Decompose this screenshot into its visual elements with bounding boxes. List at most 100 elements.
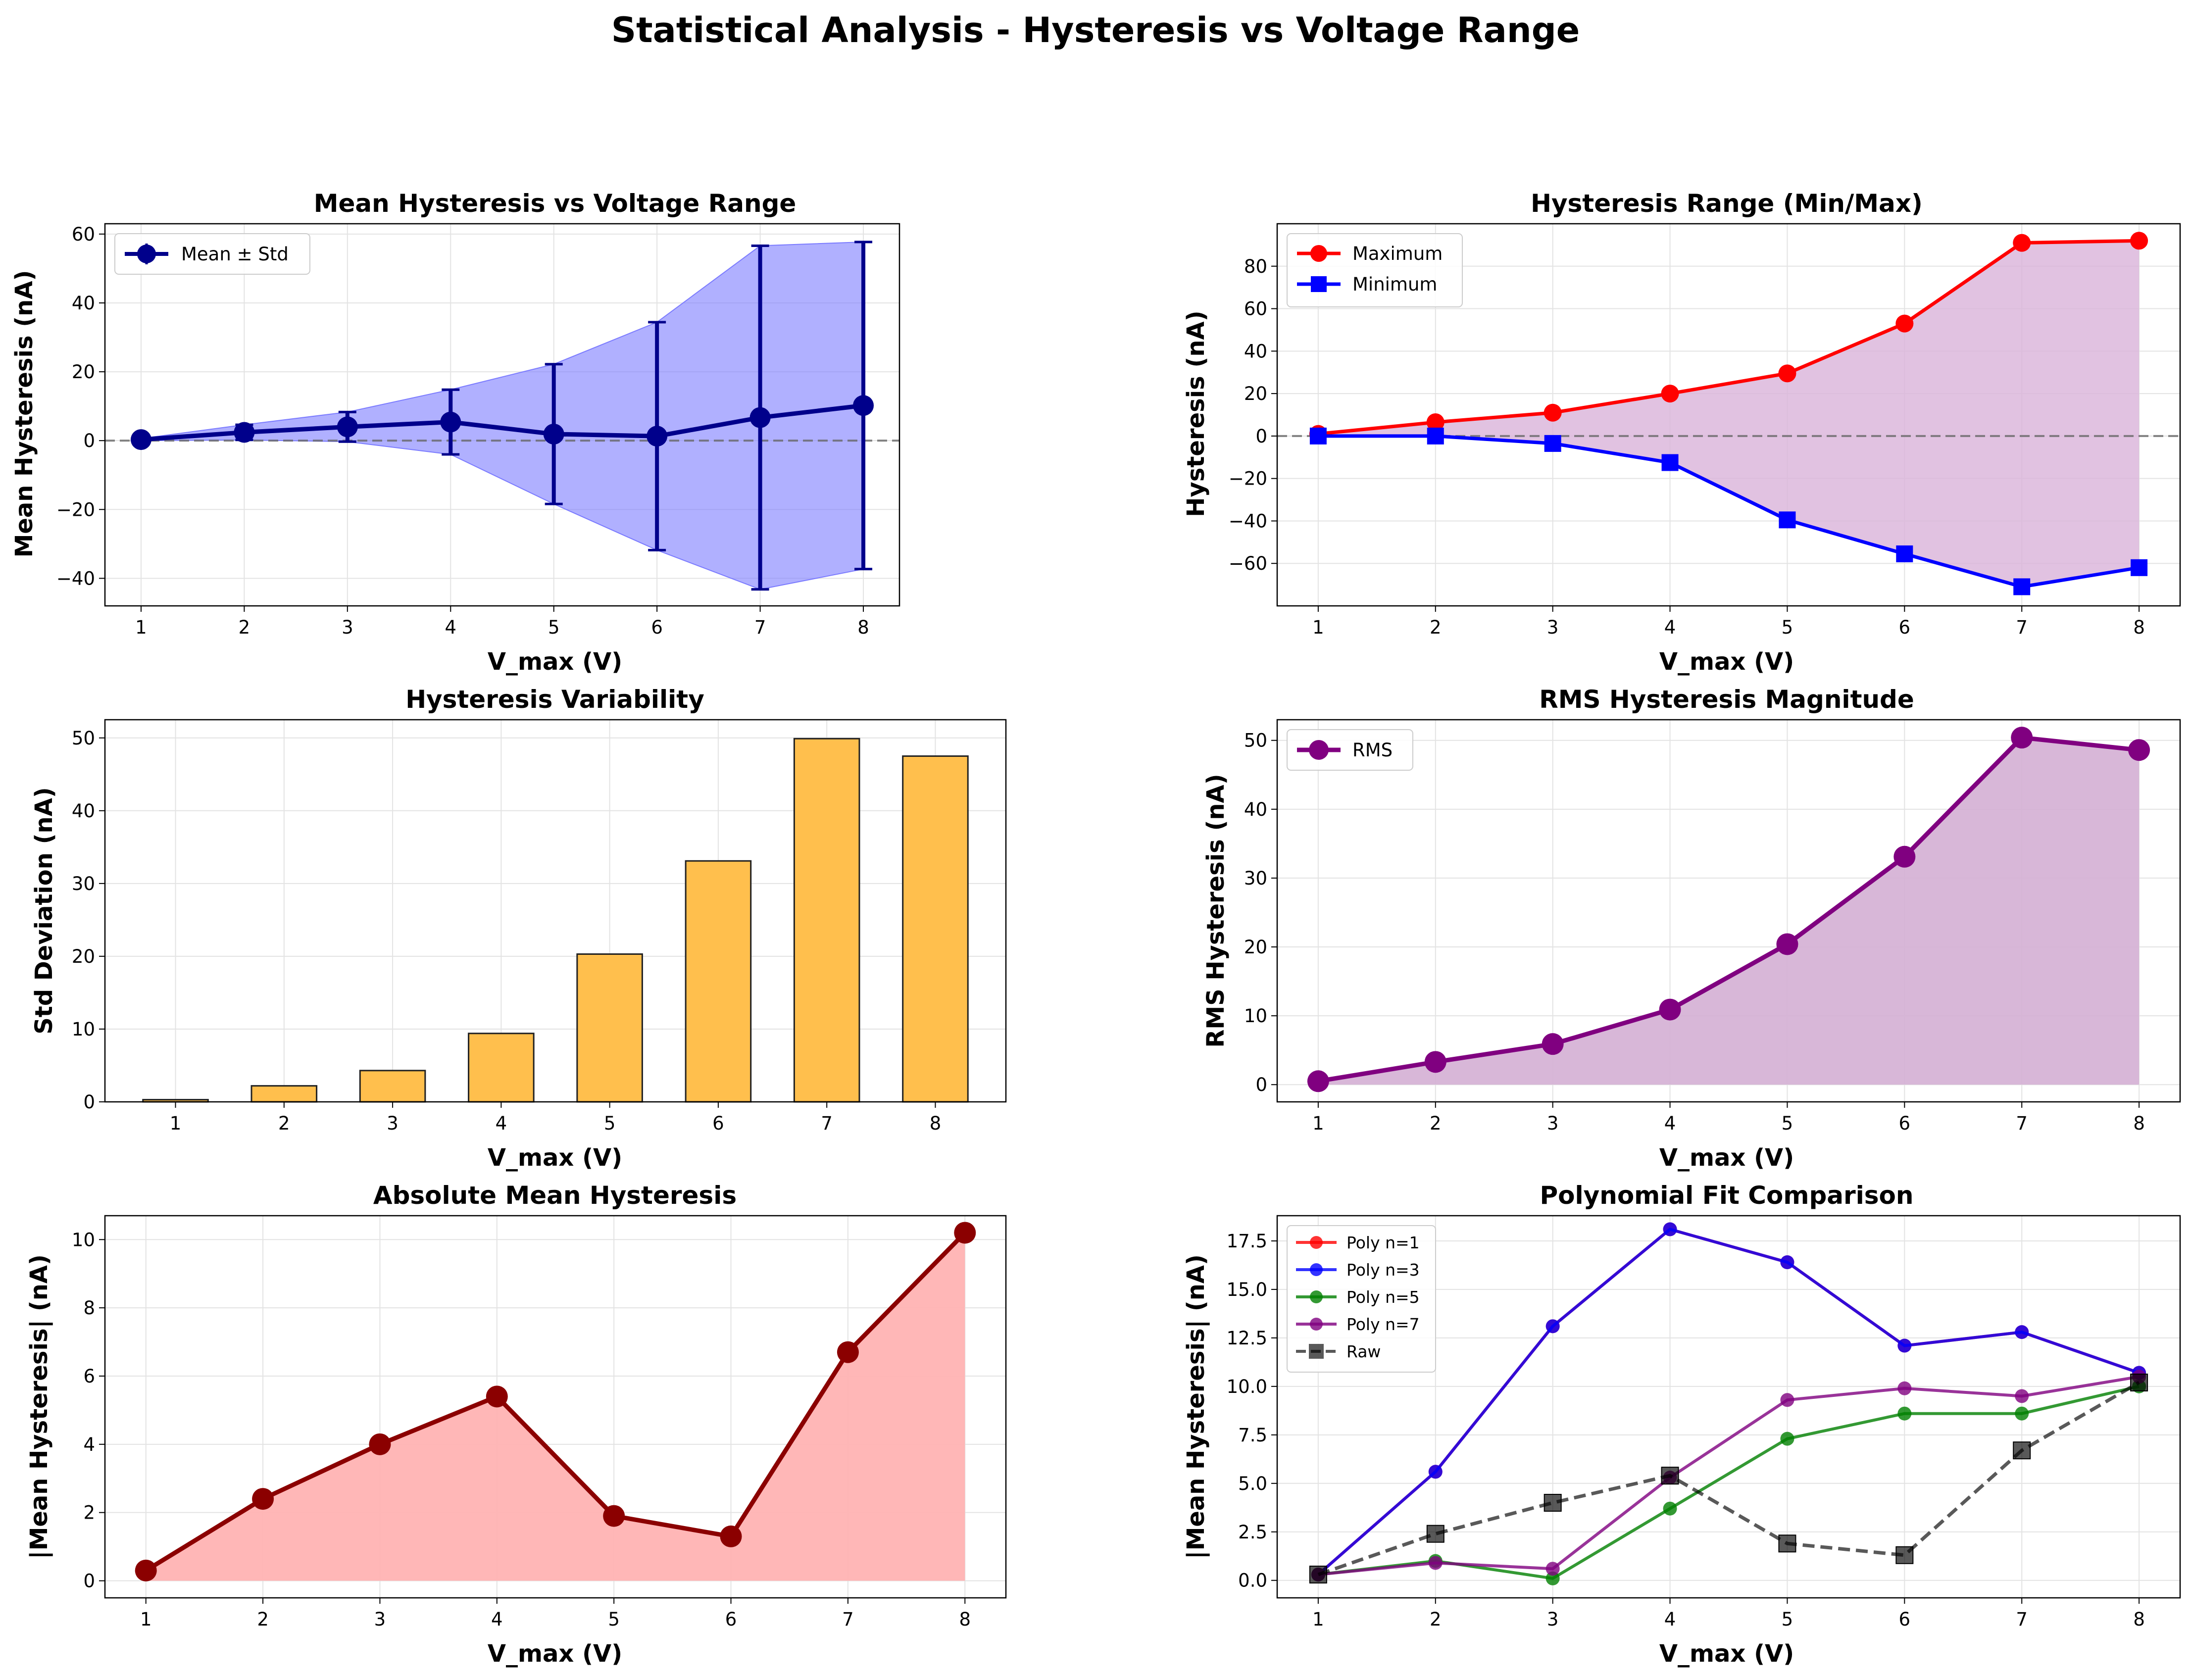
- legend-label: Poly n=3: [1346, 1260, 1420, 1280]
- panel-std-xlabel: V_max (V): [488, 1144, 622, 1172]
- poly-fit-point: [1545, 1319, 1560, 1334]
- x-tick-label: 6: [712, 1113, 724, 1134]
- y-tick-label: 50: [1244, 730, 1267, 751]
- abs-point: [837, 1341, 859, 1363]
- maximum-point: [1895, 314, 1914, 333]
- maximum-line: [1318, 239, 2140, 436]
- panel-std-ylabel: Std Deviation (nA): [30, 787, 58, 1035]
- panel-std-title: Hysteresis Variability: [405, 685, 704, 714]
- panel-mean: Mean Hysteresis vs Voltage Range V_max (…: [10, 189, 900, 676]
- minimum-point: [1896, 545, 1913, 562]
- panel-std-plot: 1 2 3 4 5 6 7 8 0 10 20 30 40 50: [72, 719, 1007, 1134]
- std-bar: [468, 1033, 535, 1103]
- legend-label: Poly n=7: [1346, 1315, 1420, 1334]
- y-tick-label: 6: [83, 1366, 95, 1387]
- legend-label: Mean ± Std: [181, 244, 289, 265]
- x-tick-label: 8: [2133, 617, 2145, 638]
- legend-label: Maximum: [1352, 243, 1443, 264]
- raw-point: [2130, 1374, 2148, 1392]
- rms-point: [2011, 727, 2033, 749]
- poly-fit-point: [1428, 1465, 1443, 1479]
- x-tick-label: 2: [278, 1113, 290, 1134]
- raw-point: [1309, 1565, 1327, 1583]
- panel-range-plot: 1 2 3 4 5 6 7 8 −60 −40 −20 0 20 40 60 80 Maximum Minimum: [1229, 223, 2181, 638]
- raw-point: [1661, 1467, 1679, 1485]
- x-tick-label: 1: [170, 1113, 182, 1134]
- abs-point: [720, 1525, 742, 1547]
- panel-rms-title: RMS Hysteresis Magnitude: [1539, 685, 1914, 714]
- std-bar: [902, 755, 969, 1103]
- x-tick-label: 8: [2133, 1609, 2145, 1630]
- y-tick-label: 2: [83, 1502, 95, 1524]
- panel-range-ylabel: Hysteresis (nA): [1182, 310, 1210, 517]
- mean-point: [853, 395, 874, 416]
- abs-point: [603, 1505, 625, 1527]
- panel-rms: RMS Hysteresis Magnitude V_max (V) RMS H…: [1202, 685, 2181, 1172]
- axes-frame: [1276, 719, 2181, 1103]
- poly-fit-point: [1897, 1338, 1912, 1353]
- y-tick-label: 0: [83, 1091, 95, 1113]
- maximum-point: [2130, 232, 2148, 250]
- raw-point: [1544, 1493, 1562, 1512]
- x-tick-label: 3: [1547, 617, 1559, 638]
- legend-marker: [137, 245, 156, 263]
- x-tick-label: 4: [496, 1113, 507, 1134]
- mean-point: [234, 422, 255, 443]
- panel-abs-xlabel: V_max (V): [488, 1640, 622, 1668]
- x-tick-label: 7: [2016, 1113, 2028, 1134]
- y-tick-label: 0: [1255, 426, 1267, 447]
- legend-label: Minimum: [1352, 274, 1437, 295]
- x-tick-label: 7: [754, 617, 766, 638]
- y-tick-label: 20: [72, 361, 95, 383]
- legend-marker: [1310, 1290, 1323, 1303]
- x-tick-label: 6: [1899, 1609, 1911, 1630]
- panel-mean-xlabel: V_max (V): [488, 648, 622, 676]
- y-tick-label: 30: [1244, 868, 1267, 889]
- panel-rms-xlabel: V_max (V): [1659, 1144, 1794, 1172]
- y-tick-label: 12.5: [1227, 1328, 1267, 1349]
- x-tick-label: 5: [604, 1113, 616, 1134]
- x-tick-label: 3: [387, 1113, 398, 1134]
- x-tick-label: 7: [2016, 617, 2028, 638]
- mean-point: [130, 429, 151, 450]
- y-tick-label: 40: [72, 800, 95, 822]
- poly-fit-point: [2015, 1406, 2029, 1421]
- y-tick-label: −40: [1229, 510, 1267, 532]
- poly-fit-point: [2015, 1389, 2029, 1403]
- legend-box: [1287, 1225, 1436, 1373]
- x-tick-label: 6: [1899, 1113, 1911, 1134]
- y-tick-label: 60: [72, 224, 95, 245]
- y-tick-label: 20: [1244, 937, 1267, 958]
- y-tick-label: 10.0: [1227, 1376, 1267, 1397]
- y-tick-label: 4: [83, 1434, 95, 1455]
- y-tick-label: 0: [1255, 1074, 1267, 1095]
- x-tick-label: 3: [1547, 1609, 1559, 1630]
- std-bar: [685, 860, 752, 1103]
- x-tick-label: 5: [548, 617, 560, 638]
- poly-fit-line: [1318, 1375, 2140, 1576]
- x-tick-label: 1: [1312, 1113, 1324, 1134]
- rms-point: [1893, 845, 1916, 868]
- rms-point: [1542, 1033, 1564, 1055]
- y-tick-label: 10: [72, 1229, 95, 1250]
- mean-point: [337, 416, 358, 438]
- y-tick-label: 10: [72, 1019, 95, 1040]
- x-tick-label: 1: [1312, 1609, 1324, 1630]
- x-tick-label: 8: [959, 1609, 971, 1630]
- legend-label: Poly n=5: [1346, 1287, 1420, 1307]
- y-tick-label: 0: [83, 430, 95, 451]
- y-tick-label: −60: [1229, 553, 1267, 574]
- y-tick-label: 20: [72, 946, 95, 967]
- poly-fit-point: [1780, 1393, 1794, 1407]
- legend-label: Raw: [1346, 1342, 1381, 1361]
- poly-fit-point: [1545, 1562, 1560, 1576]
- x-tick-label: 3: [342, 617, 353, 638]
- panel-mean-ylabel: Mean Hysteresis (nA): [10, 270, 38, 558]
- poly-fit-point: [1897, 1381, 1912, 1395]
- x-tick-label: 2: [1430, 1609, 1442, 1630]
- legend-box: [1287, 729, 1413, 771]
- x-tick-label: 4: [445, 617, 457, 638]
- y-tick-label: 40: [1244, 341, 1267, 362]
- x-tick-label: 7: [2016, 1609, 2028, 1630]
